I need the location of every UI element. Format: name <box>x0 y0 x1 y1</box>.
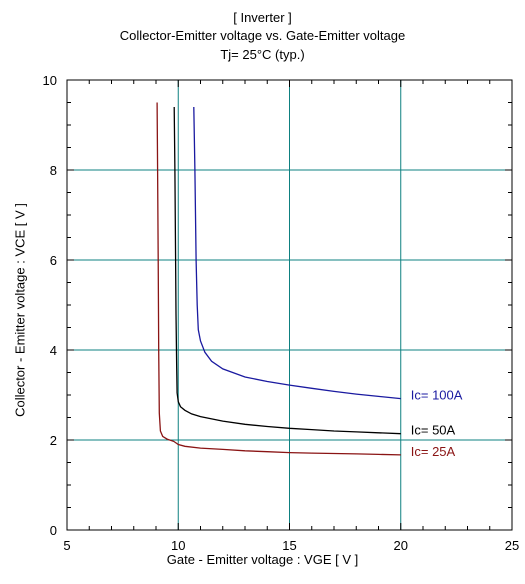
series-label: Ic= 50A <box>411 423 456 438</box>
x-axis-label: Gate - Emitter voltage : VGE [ V ] <box>166 552 359 567</box>
data-series <box>156 102 401 456</box>
y-tick-label: 0 <box>50 523 57 538</box>
series-labels: Ic= 100A Ic= 50A Ic= 25A <box>411 388 463 459</box>
x-tick-label: 15 <box>282 538 296 553</box>
grid-lines <box>67 80 512 530</box>
x-tick-label: 20 <box>394 538 408 553</box>
series-line <box>173 106 401 435</box>
axis-tick-labels: 5 10 15 20 25 0 2 4 6 8 10 <box>43 73 520 553</box>
chart-title-line-3: Tj= 25°C (typ.) <box>220 47 305 62</box>
x-tick-label: 25 <box>505 538 519 553</box>
plot-frame <box>66 79 513 531</box>
y-tick-label: 6 <box>50 253 57 268</box>
chart-title-line-2: Collector-Emitter voltage vs. Gate-Emitt… <box>119 28 406 43</box>
x-tick-label: 5 <box>63 538 70 553</box>
y-tick-label: 4 <box>50 343 57 358</box>
y-tick-label: 8 <box>50 163 57 178</box>
y-tick-label: 2 <box>50 433 57 448</box>
series-line <box>193 106 401 400</box>
x-tick-label: 10 <box>171 538 185 553</box>
y-tick-label: 10 <box>43 73 57 88</box>
series-line <box>156 102 401 456</box>
series-label: Ic= 100A <box>411 388 463 403</box>
y-axis-label: Collector - Emitter voltage : VCE [ V ] <box>12 203 28 417</box>
series-label: Ic= 25A <box>411 444 456 459</box>
chart-title-line-1: [ Inverter ] <box>233 10 292 25</box>
